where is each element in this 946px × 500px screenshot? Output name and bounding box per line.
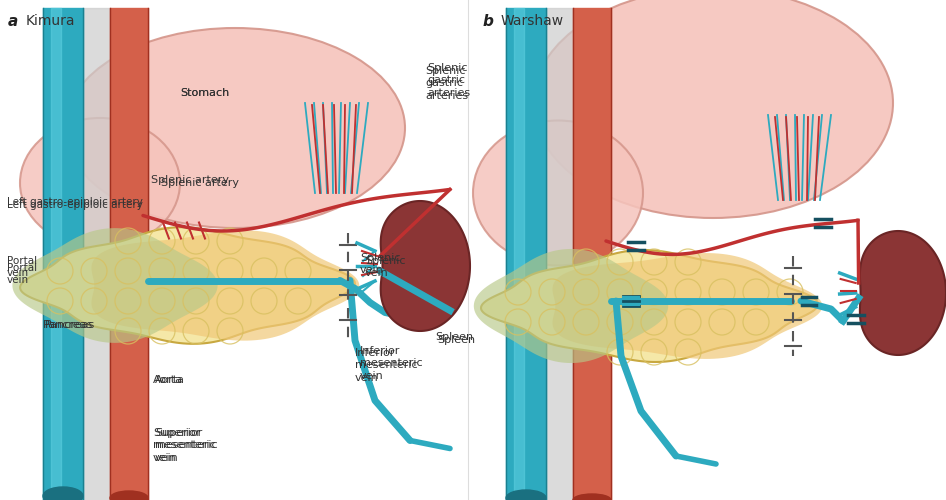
Text: Portal
vein: Portal vein [7, 256, 37, 278]
Ellipse shape [473, 120, 643, 266]
Polygon shape [380, 201, 470, 331]
Ellipse shape [20, 118, 180, 248]
Text: Aorta: Aorta [153, 375, 183, 385]
Text: Left gastro-epiploic artery: Left gastro-epiploic artery [7, 200, 143, 210]
Text: Superior
mesenteric
vein: Superior mesenteric vein [155, 428, 218, 463]
Ellipse shape [506, 490, 546, 500]
Ellipse shape [573, 494, 611, 500]
Text: Warshaw: Warshaw [501, 14, 564, 28]
Polygon shape [552, 253, 822, 359]
Polygon shape [474, 249, 668, 363]
Polygon shape [20, 227, 355, 344]
Polygon shape [860, 231, 946, 355]
Text: Pancreas: Pancreas [43, 320, 94, 330]
Ellipse shape [65, 28, 405, 228]
Text: Inferior
mesenteric
vein: Inferior mesenteric vein [360, 346, 423, 381]
Text: Portal
vein: Portal vein [7, 263, 37, 285]
Text: Stomach: Stomach [181, 88, 230, 98]
Text: Splenic
gastric
arteries: Splenic gastric arteries [425, 66, 468, 101]
Text: Left gastro-epiploic artery: Left gastro-epiploic artery [7, 197, 143, 207]
Text: Superior
mesenteric
vein: Superior mesenteric vein [153, 428, 216, 463]
Ellipse shape [533, 0, 893, 218]
Polygon shape [481, 250, 818, 362]
Text: Splenic
gastric
arteries: Splenic gastric arteries [427, 63, 470, 98]
Text: b: b [483, 14, 494, 29]
Ellipse shape [110, 491, 148, 500]
Text: Kimura: Kimura [26, 14, 76, 28]
Text: Splenic
vein: Splenic vein [365, 256, 406, 278]
Text: Splenic artery: Splenic artery [151, 175, 229, 185]
Ellipse shape [43, 487, 83, 500]
Text: Splenic artery: Splenic artery [161, 178, 239, 188]
Text: Stomach: Stomach [181, 88, 230, 98]
Text: Pancreas: Pancreas [45, 320, 96, 330]
Polygon shape [12, 228, 218, 343]
Polygon shape [92, 230, 359, 340]
Text: Spleen: Spleen [435, 332, 473, 342]
Text: Aorta: Aorta [155, 375, 185, 385]
Text: Inferior
mesenteric
vein: Inferior mesenteric vein [355, 348, 417, 383]
Text: Splenic
vein: Splenic vein [360, 253, 400, 276]
Text: Spleen: Spleen [437, 335, 475, 345]
Text: a: a [8, 14, 18, 29]
